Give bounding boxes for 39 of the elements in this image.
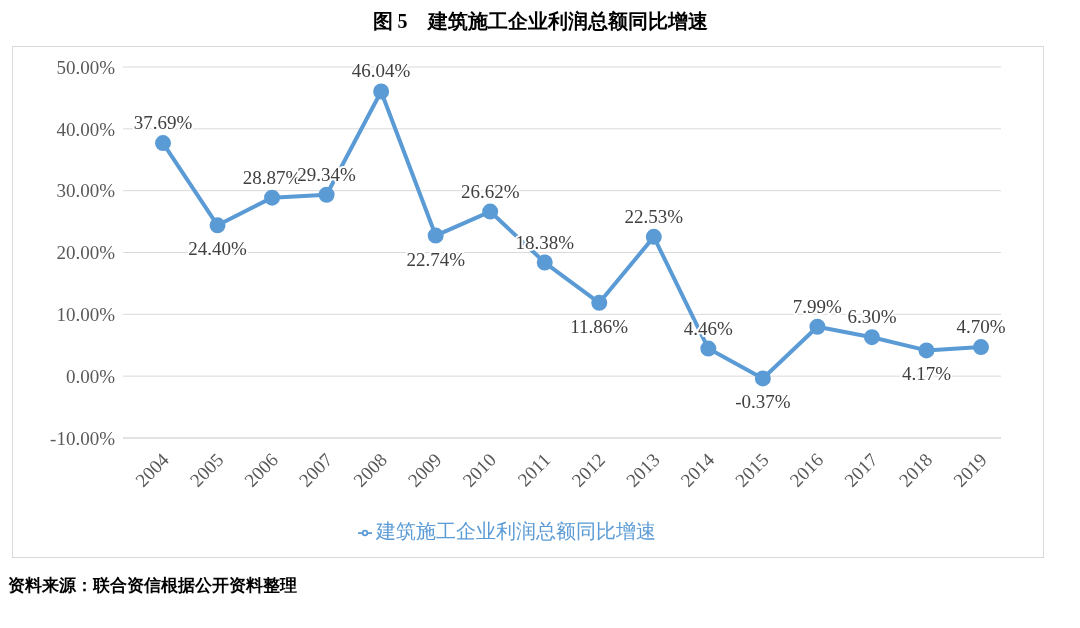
- point: [918, 342, 935, 359]
- point: [973, 339, 989, 356]
- data-label: 4.17%: [901, 363, 952, 385]
- chart-title: 图 5 建筑施工企业利润总额同比增速: [371, 9, 709, 34]
- data-label: 11.86%: [570, 315, 629, 337]
- data-label: 46.04%: [351, 60, 411, 82]
- data-label: 4.70%: [956, 316, 1006, 338]
- point: [427, 227, 444, 244]
- data-label: 6.30%: [847, 306, 897, 328]
- y-tick-label: -10.00%: [50, 427, 116, 449]
- y-tick-label: 10.00%: [56, 304, 116, 326]
- point: [264, 189, 281, 206]
- data-label: 22.53%: [624, 205, 684, 227]
- point: [373, 83, 390, 100]
- y-tick-label: 30.00%: [56, 180, 116, 202]
- text: 资料来源：联合资信根据公开资料整理: [8, 575, 298, 597]
- point: [155, 135, 171, 152]
- point: [645, 228, 662, 245]
- y-tick-label: 50.00%: [56, 56, 116, 78]
- data-label: 22.74%: [406, 248, 466, 270]
- data-label: 24.40%: [188, 238, 247, 260]
- point: [700, 340, 717, 357]
- x-tick-label: 2011: [513, 449, 555, 491]
- point: [809, 318, 826, 335]
- point: [754, 370, 771, 387]
- point: [863, 329, 880, 346]
- y-tick-label: 0.00%: [65, 365, 116, 387]
- data-label: 7.99%: [792, 295, 843, 317]
- data-label: -0.37%: [735, 391, 791, 413]
- legend-label: 建筑施工企业利润总额同比增速: [376, 520, 656, 542]
- point: [536, 254, 553, 271]
- point: [591, 294, 608, 311]
- y-tick-label: 20.00%: [56, 242, 116, 264]
- point: [482, 203, 499, 220]
- data-label: 26.62%: [460, 180, 520, 202]
- point: [318, 186, 335, 203]
- point: [209, 217, 226, 234]
- y-tick-label: 40.00%: [56, 118, 116, 140]
- data-label: 37.69%: [133, 112, 193, 134]
